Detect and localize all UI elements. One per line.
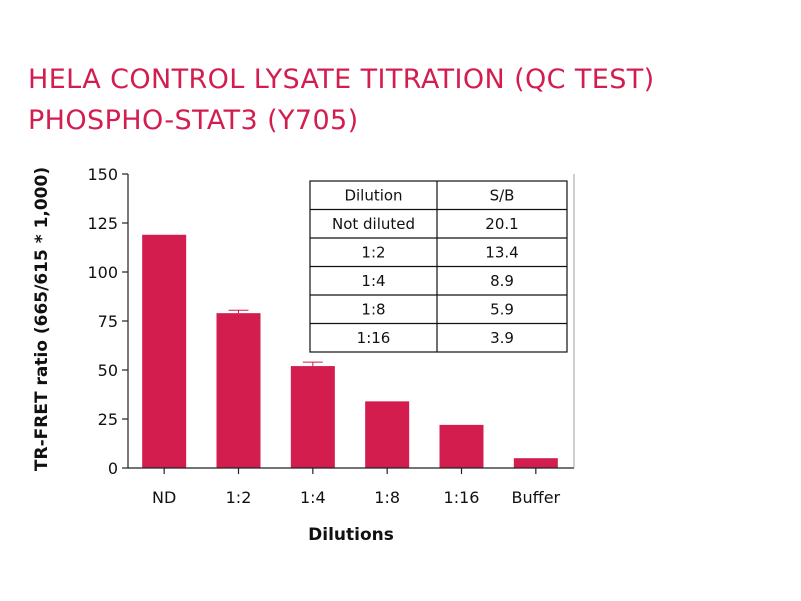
bar-1-16 <box>439 424 484 468</box>
bar-1-8 <box>365 401 410 468</box>
error-bars <box>228 309 323 367</box>
bar-1-2 <box>216 313 261 468</box>
x-tick-label: 1:8 <box>374 488 400 507</box>
table-cell-sb: 13.4 <box>485 243 518 261</box>
table-cell-dilution: 1:2 <box>361 243 385 261</box>
table-cell-dilution: 1:8 <box>361 300 385 318</box>
y-axis-title: TR-FRET ratio (665/615 * 1,000) <box>32 167 52 471</box>
bar-series <box>142 234 558 468</box>
y-tick-label: 75 <box>98 312 118 331</box>
chart-title-line-1: HELA CONTROL LYSATE TITRATION (QC TEST) <box>28 64 655 95</box>
bar-nd <box>142 234 187 468</box>
x-axis-ticks: ND 1:2 1:4 1:8 1:16 Buffer <box>152 468 561 507</box>
x-tick-label: 1:16 <box>444 488 480 507</box>
y-tick-label: 125 <box>87 214 118 233</box>
table-cell-dilution: 1:4 <box>361 272 385 290</box>
chart-title-line-2: PHOSPHO-STAT3 (Y705) <box>28 105 359 136</box>
table-cell-sb: 8.9 <box>490 272 514 290</box>
y-tick-label: 50 <box>98 361 118 380</box>
table-cell-sb: 5.9 <box>490 300 514 318</box>
table-header-dilution: Dilution <box>344 186 402 204</box>
bar-buffer <box>513 458 558 468</box>
y-tick-label: 0 <box>108 459 118 478</box>
y-axis-ticks: 0 25 50 75 100 125 150 <box>87 165 128 478</box>
x-tick-label: 1:2 <box>226 488 252 507</box>
x-axis-title: Dilutions <box>308 525 394 545</box>
table-header-sb: S/B <box>490 186 515 204</box>
table-cell-dilution: Not diluted <box>332 215 415 233</box>
y-tick-label: 100 <box>87 263 118 282</box>
y-tick-label: 150 <box>87 165 118 184</box>
bar-1-4 <box>290 366 335 468</box>
signal-to-background-table: Dilution S/B Not diluted 20.1 1:2 13.4 1:4 8.9 1… <box>309 180 568 353</box>
x-tick-label: ND <box>152 488 176 507</box>
table-cell-dilution: 1:16 <box>357 329 391 347</box>
x-tick-label: 1:4 <box>300 488 326 507</box>
table-cell-sb: 20.1 <box>485 215 518 233</box>
y-tick-label: 25 <box>98 410 118 429</box>
table-cell-sb: 3.9 <box>490 329 514 347</box>
x-tick-label: Buffer <box>512 488 561 507</box>
